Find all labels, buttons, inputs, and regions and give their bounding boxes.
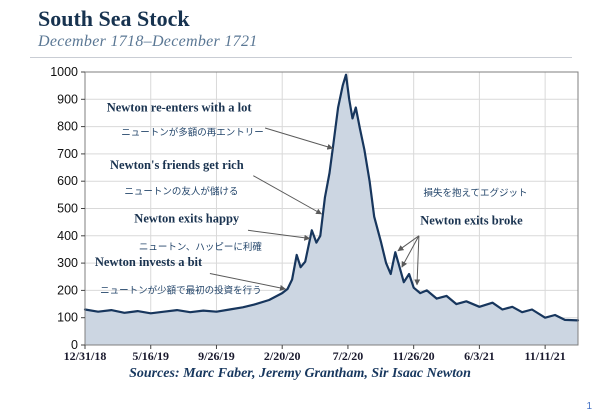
annotation-arrow-friends-get-rich bbox=[253, 175, 323, 215]
x-tick-label: 11/26/20 bbox=[393, 349, 435, 363]
south-sea-stock-chart: 12/31/18 5/16/19 9/26/19 2/20/20 7/2/20 11/26… bbox=[50, 65, 580, 363]
annotation-arrow-exits-broke bbox=[401, 235, 420, 268]
page-subtitle: December 1718–December 1721 bbox=[38, 33, 258, 50]
x-tick-label: 9/26/19 bbox=[198, 349, 235, 363]
y-tick-label: 300 bbox=[57, 256, 78, 270]
y-tick-label: 500 bbox=[57, 202, 78, 216]
annotation-exits-happy: Newton exits happy bbox=[134, 212, 240, 226]
annotation-invests-a-bit: Newton invests a bit bbox=[95, 255, 203, 269]
series-line bbox=[83, 73, 580, 322]
y-tick-label: 100 bbox=[57, 311, 78, 325]
page-number: 1 bbox=[586, 401, 592, 412]
y-tick-label: 900 bbox=[57, 92, 78, 106]
annotation-re-enters-jp: ニュートンが多額の再エントリー bbox=[121, 126, 264, 138]
x-tick-label: 6/3/21 bbox=[464, 349, 495, 363]
y-tick-label: 0 bbox=[71, 338, 78, 352]
x-tick-label: 5/16/19 bbox=[132, 349, 169, 363]
annotation-friends-get-rich: Newton's friends get rich bbox=[110, 158, 244, 172]
annotation-arrow-re-enters bbox=[264, 127, 334, 150]
y-tick-label: 1000 bbox=[50, 65, 78, 79]
annotation-invests-a-bit-jp: ニュートンが少額で最初の投資を行う bbox=[100, 285, 262, 297]
annotation-exits-broke: Newton exits broke bbox=[420, 213, 523, 227]
y-tick-label: 800 bbox=[57, 120, 78, 134]
x-tick-label: 11/11/21 bbox=[524, 349, 565, 363]
x-tick-label: 7/2/20 bbox=[333, 349, 364, 363]
y-tick-label: 600 bbox=[57, 174, 78, 188]
sources-caption: Sources: Marc Faber, Jeremy Grantham, Si… bbox=[129, 366, 471, 381]
y-tick-label: 200 bbox=[57, 283, 78, 297]
annotation-arrow-exits-broke bbox=[397, 235, 420, 252]
annotation-arrow-exits-broke bbox=[414, 235, 421, 286]
annotation-exits-happy-jp: ニュートン、ハッピーに利確 bbox=[139, 241, 262, 253]
annotation-re-enters: Newton re-enters with a lot bbox=[107, 101, 253, 115]
x-tick-label: 2/20/20 bbox=[264, 349, 301, 363]
x-tick-label: 12/31/18 bbox=[64, 349, 107, 363]
y-tick-label: 700 bbox=[57, 147, 78, 161]
annotation-arrow-exits-happy bbox=[247, 229, 311, 241]
header-divider bbox=[30, 57, 572, 58]
annotation-exits-broke-jp: 損失を抱えてエグジット bbox=[424, 187, 528, 199]
annotation-friends-get-rich-jp: ニュートンの友人が儲ける bbox=[124, 185, 238, 197]
annotation-arrow-invests-a-bit bbox=[209, 273, 286, 291]
y-tick-label: 400 bbox=[57, 229, 78, 243]
page-title: South Sea Stock bbox=[38, 6, 190, 31]
series-area bbox=[85, 74, 578, 345]
